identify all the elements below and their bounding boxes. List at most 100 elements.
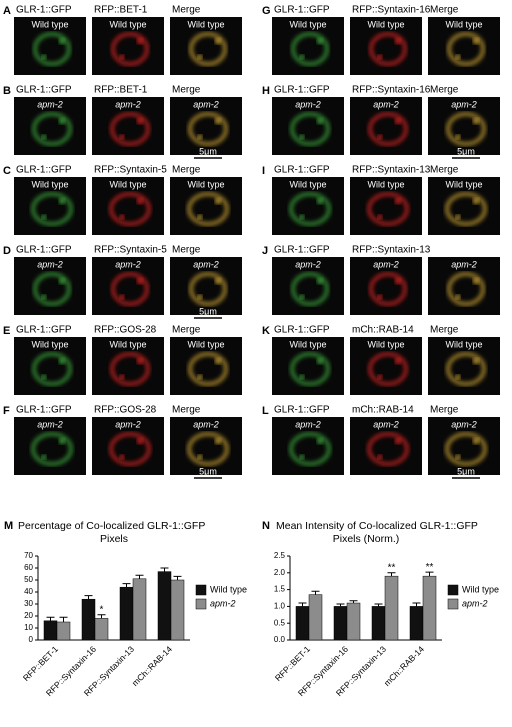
y-tick-label: 0 (29, 635, 34, 644)
puncta (215, 198, 221, 204)
bar (371, 606, 386, 641)
channel-label: Merge (172, 405, 201, 416)
channel-label: RFP::Syntaxin-5 (94, 245, 167, 256)
condition-label: Wild type (289, 179, 326, 189)
cell-signal (187, 432, 229, 466)
condition-label: Wild type (187, 19, 224, 29)
puncta (197, 374, 203, 380)
puncta (473, 38, 479, 44)
puncta (59, 198, 65, 204)
cell-signal (110, 352, 150, 386)
channel-label: GLR-1::GFP (16, 85, 72, 96)
puncta (59, 358, 65, 364)
panel-letter: J (262, 245, 268, 257)
error-bar (349, 600, 358, 604)
puncta (41, 54, 47, 60)
puncta (137, 278, 143, 284)
channel-label: Merge (172, 245, 201, 256)
puncta (137, 198, 143, 204)
cell-signal (31, 432, 73, 466)
puncta (119, 454, 125, 460)
error-bar (374, 603, 383, 607)
puncta (377, 214, 383, 220)
condition-label: apm-2 (115, 99, 141, 109)
puncta (473, 198, 479, 204)
puncta (137, 358, 143, 364)
error-bar (298, 602, 307, 607)
puncta (299, 134, 305, 140)
cell-signal (445, 192, 487, 226)
cell-signal (111, 272, 149, 306)
cell-signal (446, 112, 486, 146)
puncta (41, 454, 47, 460)
puncta (395, 278, 401, 284)
chart-title: Pixels (Norm.) (333, 533, 400, 545)
bar (170, 579, 185, 641)
puncta (119, 214, 125, 220)
channel-label: RFP::BET-1 (94, 5, 148, 16)
puncta (59, 278, 65, 284)
significance-mark: * (100, 604, 104, 615)
bar (384, 575, 399, 641)
condition-label: apm-2 (373, 419, 399, 429)
y-tick-label: 10 (24, 623, 33, 632)
cell-signal (187, 192, 229, 226)
cell-signal (447, 32, 485, 66)
panel-letter: E (3, 325, 10, 337)
puncta (317, 278, 323, 284)
condition-label: apm-2 (37, 99, 63, 109)
panel-letter: C (3, 165, 11, 177)
puncta (299, 214, 305, 220)
error-bar (387, 572, 396, 577)
legend-label: apm-2 (210, 598, 236, 608)
puncta (455, 214, 461, 220)
puncta (377, 294, 383, 300)
bar (333, 606, 348, 641)
x-tick-label: mCh::RAB-14 (382, 644, 426, 688)
puncta (197, 454, 203, 460)
channel-label: Merge (172, 5, 201, 16)
bar (308, 594, 323, 641)
scale-bar-label: 5μm (457, 466, 475, 476)
puncta (317, 198, 323, 204)
chart-title: Mean Intensity of Co-localized GLR-1::GF… (276, 520, 478, 532)
condition-label: apm-2 (115, 419, 141, 429)
channel-label: GLR-1::GFP (274, 165, 330, 176)
channel-label: GLR-1::GFP (16, 5, 72, 16)
condition-label: Wild type (187, 339, 224, 349)
condition-label: Wild type (109, 19, 146, 29)
puncta (215, 118, 221, 124)
channel-label: RFP::Syntaxin-16 (352, 85, 431, 96)
condition-label: Wild type (445, 179, 482, 189)
condition-label: Wild type (289, 339, 326, 349)
cell-signal (368, 352, 408, 386)
error-bar (59, 616, 68, 622)
cell-signal (446, 352, 486, 386)
y-tick-label: 40 (24, 587, 33, 596)
puncta (395, 118, 401, 124)
condition-label: Wild type (31, 339, 68, 349)
bar (81, 598, 96, 641)
puncta (473, 358, 479, 364)
channel-label: GLR-1::GFP (16, 325, 72, 336)
condition-label: Wild type (289, 19, 326, 29)
puncta (395, 438, 401, 444)
puncta (395, 198, 401, 204)
cell-signal (109, 192, 151, 226)
cell-signal (109, 432, 151, 466)
condition-label: apm-2 (451, 259, 477, 269)
legend-label: Wild type (210, 584, 247, 594)
condition-label: apm-2 (115, 259, 141, 269)
chart-title: Pixels (100, 533, 128, 545)
significance-mark: ** (426, 562, 434, 573)
puncta (41, 134, 47, 140)
channel-label: Merge (430, 405, 459, 416)
cell-signal (289, 192, 331, 226)
channel-label: GLR-1::GFP (16, 165, 72, 176)
cell-signal (31, 192, 73, 226)
x-tick-label: mCh::RAB-14 (130, 644, 174, 688)
panel-letter: G (262, 5, 271, 17)
cell-signal (289, 432, 331, 466)
bar (56, 621, 71, 641)
